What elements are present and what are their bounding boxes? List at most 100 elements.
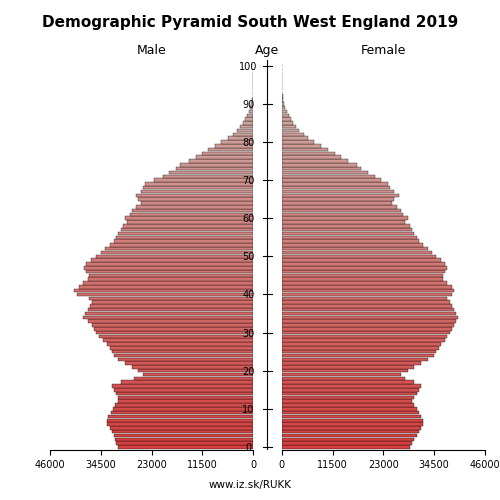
Bar <box>123 224 254 228</box>
Bar <box>76 292 254 296</box>
Bar <box>282 442 412 445</box>
Bar <box>282 384 421 388</box>
Bar <box>282 404 414 407</box>
Bar <box>125 362 254 365</box>
Bar <box>282 323 454 326</box>
Bar <box>282 285 452 288</box>
Bar <box>170 170 254 174</box>
Bar <box>132 209 254 212</box>
Bar <box>282 411 418 414</box>
Bar <box>189 160 254 163</box>
Bar <box>118 445 254 448</box>
Bar <box>88 320 254 323</box>
Bar <box>74 289 254 292</box>
Bar <box>143 186 254 190</box>
Bar <box>282 308 454 312</box>
Bar <box>84 266 253 270</box>
Bar <box>132 365 254 368</box>
Bar <box>282 376 406 380</box>
Bar <box>130 212 254 216</box>
Bar <box>116 404 254 407</box>
Bar <box>282 258 441 262</box>
Bar <box>282 373 401 376</box>
Bar <box>106 418 254 422</box>
Title: Female: Female <box>360 44 406 58</box>
Bar <box>92 323 254 326</box>
Bar <box>282 274 443 277</box>
Bar <box>282 296 448 300</box>
Bar <box>282 396 414 399</box>
Bar <box>282 228 412 232</box>
Bar <box>282 247 428 250</box>
Bar <box>282 136 308 140</box>
Bar <box>252 98 254 102</box>
Bar <box>108 422 254 426</box>
Bar <box>88 278 254 281</box>
Bar <box>282 209 401 212</box>
Bar <box>154 178 254 182</box>
Bar <box>118 396 254 399</box>
Bar <box>94 327 254 330</box>
Bar <box>136 194 254 197</box>
Bar <box>282 220 406 224</box>
Bar <box>282 270 445 274</box>
Bar <box>222 140 254 143</box>
Bar <box>112 407 254 410</box>
Bar <box>162 174 254 178</box>
Bar <box>282 422 423 426</box>
Bar <box>96 254 254 258</box>
Bar <box>282 163 357 166</box>
Bar <box>282 392 416 396</box>
Bar <box>118 400 254 403</box>
Bar <box>246 118 254 121</box>
Bar <box>282 129 300 132</box>
Bar <box>110 411 254 414</box>
Bar <box>282 243 423 246</box>
Bar <box>282 194 399 197</box>
Bar <box>282 254 436 258</box>
Bar <box>282 190 395 194</box>
Bar <box>282 212 403 216</box>
Bar <box>282 282 448 285</box>
Bar <box>282 312 457 316</box>
Bar <box>282 121 293 124</box>
Bar <box>282 350 436 354</box>
Bar <box>282 262 445 266</box>
Bar <box>282 418 423 422</box>
Bar <box>282 251 432 254</box>
Bar <box>89 296 254 300</box>
Bar <box>114 354 254 357</box>
Bar <box>208 148 254 152</box>
Bar <box>282 414 421 418</box>
Bar <box>282 182 388 186</box>
Bar <box>282 110 287 113</box>
Bar <box>282 94 283 98</box>
Bar <box>112 350 254 354</box>
Bar <box>282 380 414 384</box>
Bar <box>237 129 254 132</box>
Bar <box>101 251 254 254</box>
Bar <box>92 300 254 304</box>
Bar <box>86 262 254 266</box>
Bar <box>114 388 254 392</box>
Bar <box>114 434 254 438</box>
Bar <box>88 308 254 312</box>
Bar <box>176 167 254 170</box>
Bar <box>282 338 445 342</box>
Bar <box>282 331 450 334</box>
Bar <box>282 304 452 308</box>
Bar <box>140 190 254 194</box>
Bar <box>282 148 328 152</box>
Bar <box>282 407 416 410</box>
Bar <box>120 228 254 232</box>
Bar <box>108 414 254 418</box>
Bar <box>112 384 254 388</box>
Bar <box>282 316 459 319</box>
Bar <box>143 373 254 376</box>
Bar <box>282 240 418 243</box>
Bar <box>282 167 362 170</box>
Bar <box>250 106 254 110</box>
Bar <box>282 342 441 346</box>
Bar <box>282 201 392 204</box>
Bar <box>282 278 443 281</box>
